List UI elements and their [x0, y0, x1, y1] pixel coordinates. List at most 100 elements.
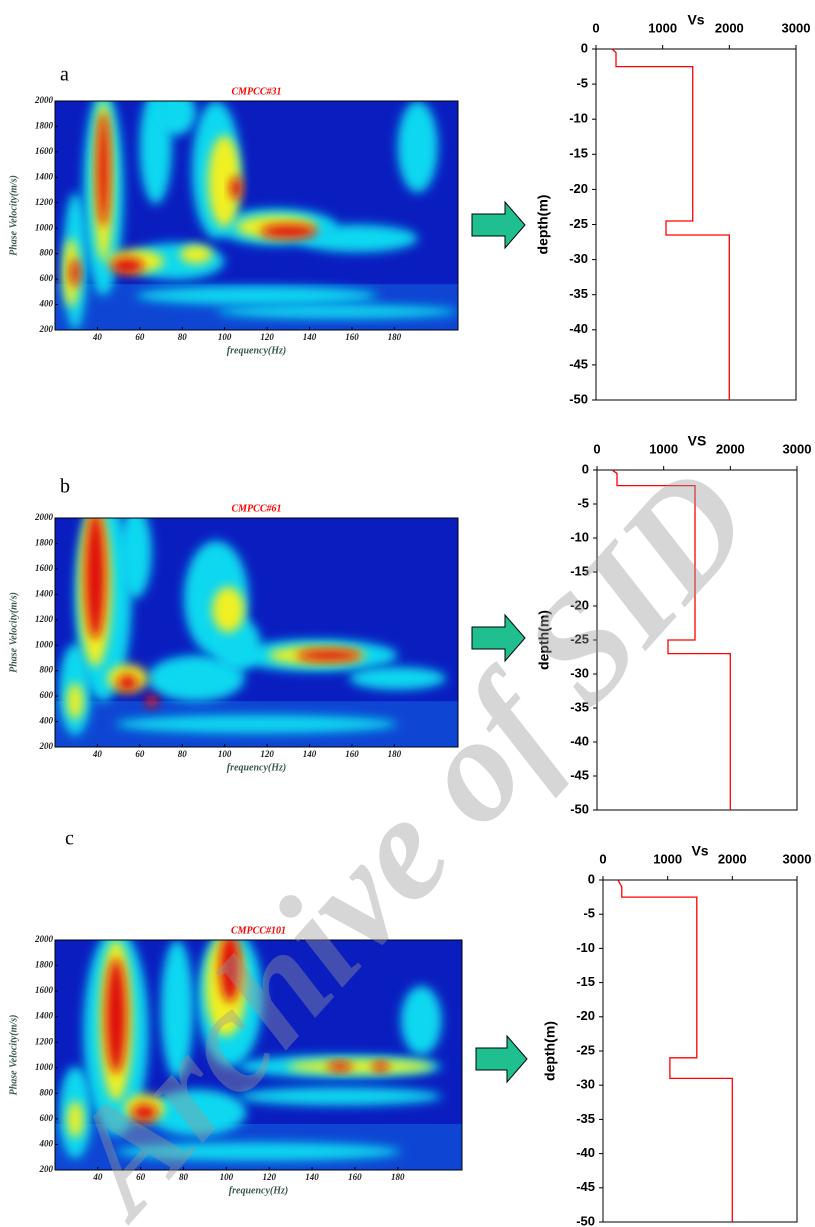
x-tick-label: 0: [599, 851, 606, 866]
image-blob: [238, 1087, 442, 1106]
x-axis-title: VS: [688, 433, 707, 449]
y-tick-label: 1200: [35, 614, 54, 624]
image-blob: [148, 1089, 247, 1136]
plot-frame: [54, 517, 459, 748]
y-tick-label: 1400: [35, 588, 54, 598]
y-tick-label: 1000: [35, 222, 54, 232]
x-tick-label: 3000: [782, 20, 811, 35]
x-tick-label: 2000: [716, 441, 745, 456]
y-tick-label: 1600: [35, 146, 54, 156]
y-tick-label: -45: [570, 767, 589, 782]
x-tick-label: 120: [260, 332, 274, 342]
y-tick-label: 1600: [35, 985, 54, 995]
y-tick-label: 600: [40, 690, 54, 700]
image-blob: [260, 224, 317, 239]
y-tick-label: 0: [581, 40, 588, 55]
x-tick-label: 1000: [648, 20, 677, 35]
x-tick-label: 40: [92, 749, 103, 759]
x-tick-label: 2000: [718, 851, 747, 866]
image-blob: [286, 1059, 434, 1074]
y-tick-label: 2000: [34, 95, 54, 105]
image-blob: [349, 666, 446, 690]
dispersion-image: [55, 518, 458, 747]
vs-profile: [611, 469, 731, 810]
x-tick-label: 40: [92, 332, 103, 342]
y-tick-label: -50: [569, 391, 588, 406]
y-tick-label: 200: [39, 324, 54, 334]
image-blob: [212, 586, 245, 633]
y-tick-label: -35: [569, 286, 588, 301]
panel-label: c: [65, 828, 74, 850]
y-tick-label: -10: [576, 940, 595, 955]
y-tick-label: 400: [39, 716, 54, 726]
x-tick-label: 3000: [783, 851, 812, 866]
image-blob: [155, 101, 197, 136]
image-blob: [67, 682, 84, 720]
y-tick-label: 800: [40, 248, 54, 258]
y-tick-label: -15: [569, 146, 588, 161]
image-blob: [372, 1061, 389, 1072]
x-tick-label: 160: [348, 1172, 362, 1182]
dispersion-image: [55, 101, 458, 330]
plot-frame: [595, 48, 797, 401]
y-tick-label: -50: [570, 801, 589, 816]
x-tick-label: 0: [592, 20, 599, 35]
x-tick-label: 0: [593, 441, 600, 456]
y-tick-label: -30: [569, 251, 588, 266]
image-blob: [115, 714, 398, 734]
x-axis-label: frequency(Hz): [227, 345, 286, 356]
x-tick-label: 180: [391, 1172, 405, 1182]
y-axis-label: Phase Velocity(m/s): [8, 592, 19, 673]
x-axis-label: frequency(Hz): [229, 1185, 288, 1196]
y-tick-label: -20: [570, 597, 589, 612]
image-blob: [132, 1104, 157, 1121]
image-blob: [160, 940, 194, 1078]
arrow: [471, 200, 526, 250]
image-blob: [219, 940, 241, 1003]
image-blob: [111, 257, 144, 274]
y-tick-label: 0: [582, 461, 589, 476]
y-tick-label: 2000: [34, 934, 54, 944]
x-tick-label: 1000: [653, 851, 682, 866]
x-tick-label: 3000: [783, 441, 812, 456]
x-axis-label: frequency(Hz): [227, 762, 286, 773]
image-blob: [296, 224, 418, 253]
plot-frame: [54, 939, 463, 1171]
image-blob: [296, 649, 362, 662]
image-blob: [85, 518, 106, 640]
x-tick-label: 180: [388, 332, 402, 342]
image-blob: [97, 112, 110, 227]
image-blob: [67, 1101, 84, 1138]
plot-frame: [596, 469, 798, 811]
vs-profile: [617, 879, 733, 1222]
x-tick-label: 60: [136, 1172, 146, 1182]
y-tick-label: -40: [570, 733, 589, 748]
arrows: [471, 200, 528, 1084]
panel-label: a: [60, 64, 69, 86]
y-tick-label: 1800: [35, 538, 54, 548]
image-blob: [119, 518, 152, 599]
x-tick-label: 60: [135, 332, 145, 342]
x-tick-label: 140: [305, 1172, 319, 1182]
y-tick-label: -35: [570, 699, 589, 714]
x-tick-label: 160: [345, 332, 359, 342]
x-tick-label: 140: [303, 749, 317, 759]
y-tick-label: -25: [576, 1042, 595, 1057]
x-axis-title: Vs: [687, 12, 704, 28]
y-tick-label: 1200: [35, 1036, 54, 1046]
image-blob: [147, 655, 245, 702]
y-tick-label: -45: [576, 1179, 595, 1194]
plot-frame: [602, 879, 798, 1223]
x-axis-title: Vs: [691, 843, 708, 859]
y-tick-label: -15: [576, 974, 595, 989]
y-tick-label: -10: [569, 111, 588, 126]
y-tick-label: 400: [39, 1139, 54, 1149]
y-tick-label: 1800: [35, 121, 54, 131]
y-tick-label: 1800: [35, 960, 54, 970]
y-tick-label: -30: [576, 1077, 595, 1092]
y-tick-label: -5: [577, 495, 589, 510]
y-tick-label: 1000: [35, 639, 54, 649]
y-tick-label: -40: [576, 1145, 595, 1160]
arrow: [471, 613, 526, 663]
image-blob: [135, 286, 378, 305]
